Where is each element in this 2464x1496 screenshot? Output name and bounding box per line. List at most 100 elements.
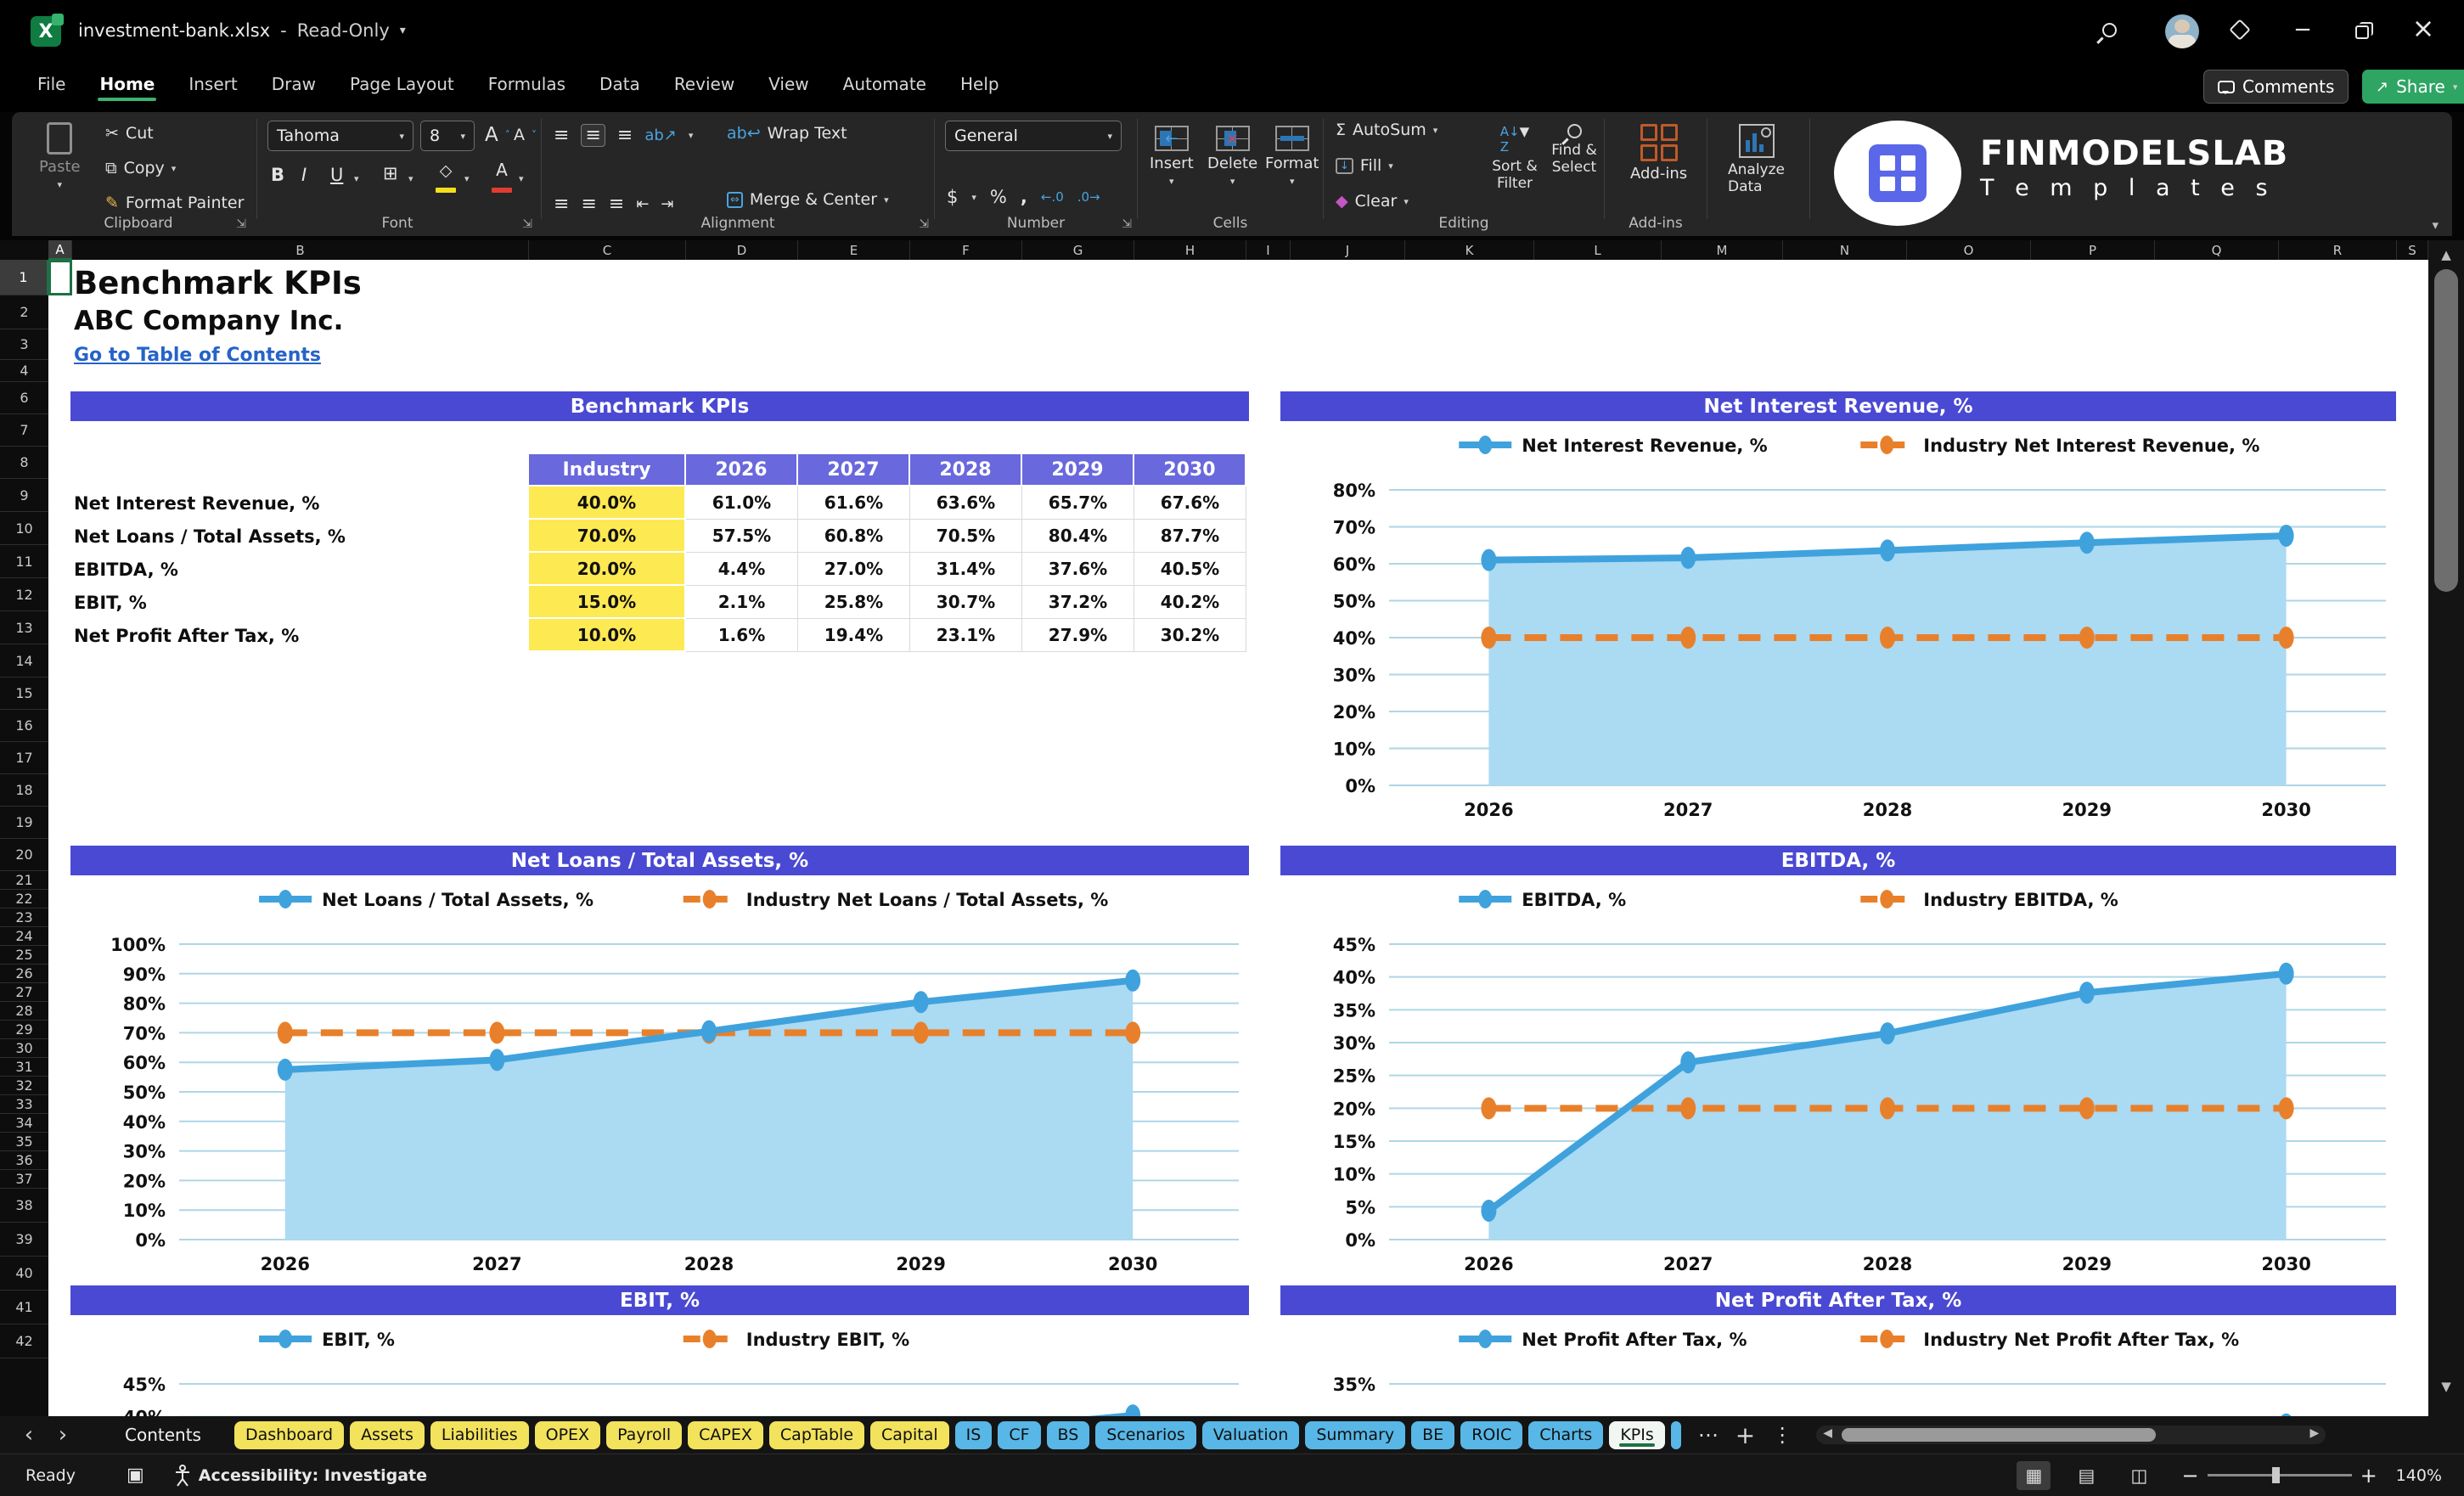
menu-tab-help[interactable]: Help [959,74,999,94]
share-button[interactable]: ↗ Share ▾ [2362,70,2464,104]
copy-button[interactable]: ⧉ Copy ▾ [105,159,177,177]
column-header-M[interactable]: M [1662,240,1783,260]
row-header-21[interactable]: 21 [0,871,48,890]
sheet-tab-be[interactable]: BE [1411,1420,1455,1449]
column-header-I[interactable]: I [1246,240,1291,260]
row-header-41[interactable]: 41 [0,1291,48,1324]
addins-button[interactable]: Add-ins [1630,124,1687,183]
sheet-tab-scenarios[interactable]: Scenarios [1095,1420,1196,1449]
row-header-6[interactable]: 6 [0,382,48,414]
sheet-tab-liabilities[interactable]: Liabilities [430,1420,529,1449]
column-header-H[interactable]: H [1134,240,1246,260]
row-header-9[interactable]: 9 [0,479,48,512]
alignment-dialog-launcher[interactable]: ⇲ [919,217,929,231]
cut-button[interactable]: ✂ Cut [105,124,154,143]
row-header-3[interactable]: 3 [0,329,48,360]
row-header-40[interactable]: 40 [0,1257,48,1291]
find-select-button[interactable]: Find & Select [1546,124,1602,176]
sheet-tab-cf[interactable]: CF [998,1420,1041,1449]
row-header-25[interactable]: 25 [0,946,48,965]
column-header-O[interactable]: O [1907,240,2031,260]
column-header-F[interactable]: F [910,240,1022,260]
row-header-2[interactable]: 2 [0,295,48,329]
merge-center-button[interactable]: ⇔ Merge & Center ▾ [727,190,889,209]
row-header-34[interactable]: 34 [0,1114,48,1133]
row-header-18[interactable]: 18 [0,774,48,807]
column-header-B[interactable]: B [72,240,529,260]
align-center-icon[interactable]: ≡ [581,194,597,215]
column-header-R[interactable]: R [2279,240,2397,260]
menu-tab-data[interactable]: Data [599,74,640,94]
sheet-tab-partial[interactable] [1670,1420,1681,1449]
menu-tab-page-layout[interactable]: Page Layout [349,74,454,94]
align-right-icon[interactable]: ≡ [608,194,625,215]
row-header-1[interactable]: 1 [0,260,48,295]
underline-dropdown[interactable]: ▾ [354,173,359,184]
shrink-font-button[interactable]: A ˅ [514,126,537,144]
italic-button[interactable]: I [301,165,307,185]
sheet-tab-roic[interactable]: ROIC [1460,1420,1523,1449]
sheet-tab-capex[interactable]: CAPEX [688,1420,763,1449]
row-header-23[interactable]: 23 [0,908,48,927]
menu-tab-view[interactable]: View [768,74,809,94]
sheet-tab-assets[interactable]: Assets [350,1420,425,1449]
column-header-N[interactable]: N [1783,240,1907,260]
fill-button[interactable]: ↓ Fill ▾ [1336,156,1393,175]
row-header-29[interactable]: 29 [0,1021,48,1039]
new-sheet-icon[interactable]: + [1735,1420,1756,1449]
row-header-15[interactable]: 15 [0,678,48,710]
analyze-data-button[interactable]: Analyze Data [1728,124,1785,195]
column-header-P[interactable]: P [2031,240,2155,260]
row-header-16[interactable]: 16 [0,710,48,742]
zoom-level[interactable]: 140% [2395,1465,2442,1485]
scroll-right-icon[interactable]: ▶ [2309,1426,2320,1440]
sheet-tab-summary[interactable]: Summary [1305,1420,1406,1449]
row-header-32[interactable]: 32 [0,1077,48,1095]
row-header-12[interactable]: 12 [0,578,48,611]
user-avatar[interactable] [2165,14,2199,48]
sheet-tab-bs[interactable]: BS [1046,1420,1090,1449]
number-dialog-launcher[interactable]: ⇲ [1122,217,1132,231]
menu-tab-automate[interactable]: Automate [842,74,926,94]
align-bottom-icon[interactable]: ≡ [616,125,633,146]
selected-cell-a1[interactable] [48,260,72,295]
page-break-view-button[interactable]: ◫ [2130,1465,2148,1486]
vertical-scroll-thumb[interactable] [2434,269,2458,592]
column-header-S[interactable]: S [2397,240,2428,260]
delete-cells-button[interactable]: × Delete ▾ [1207,126,1257,187]
column-header-K[interactable]: K [1405,240,1534,260]
scroll-left-icon[interactable]: ◀ [1823,1426,1833,1440]
accessibility-status[interactable]: Accessibility: Investigate [198,1465,428,1485]
comments-button[interactable]: Comments [2203,70,2349,104]
underline-button[interactable]: U [330,165,344,185]
row-header-37[interactable]: 37 [0,1170,48,1189]
row-header-28[interactable]: 28 [0,1002,48,1021]
grow-font-button[interactable]: A ˄ [485,124,510,146]
scroll-down-icon[interactable]: ▼ [2441,1379,2451,1394]
zoom-slider[interactable] [2207,1467,2352,1483]
decrease-indent-icon[interactable]: ⇤ [636,195,650,213]
close-button[interactable]: × [2411,12,2435,44]
borders-button[interactable]: ⊞ [383,163,398,183]
row-header-20[interactable]: 20 [0,839,48,871]
align-top-icon[interactable]: ≡ [554,125,570,146]
orientation-button[interactable]: ab↗ [644,127,677,144]
increase-decimal-button[interactable]: ←.0 [1040,189,1064,205]
row-header-38[interactable]: 38 [0,1189,48,1223]
row-header-26[interactable]: 26 [0,965,48,983]
horizontal-scroll-thumb[interactable] [1842,1428,2157,1442]
zoom-slider-thumb[interactable] [2271,1467,2280,1483]
row-header-33[interactable]: 33 [0,1095,48,1114]
sort-filter-button[interactable]: A↓▼ Z Sort & Filter [1492,124,1538,192]
row-header-11[interactable]: 11 [0,545,48,578]
row-header-13[interactable]: 13 [0,611,48,644]
document-title[interactable]: investment-bank.xlsx - Read-Only ▾ [78,20,406,41]
row-header-31[interactable]: 31 [0,1058,48,1077]
clipboard-dialog-launcher[interactable]: ⇲ [236,217,246,231]
vertical-scrollbar[interactable]: ▲ ▼ [2428,240,2464,1416]
sheet-tab-contents[interactable]: Contents [125,1425,201,1445]
sheet-tab-valuation[interactable]: Valuation [1201,1420,1300,1449]
wrap-text-button[interactable]: ab↩ Wrap Text [727,124,847,143]
row-header-35[interactable]: 35 [0,1133,48,1151]
